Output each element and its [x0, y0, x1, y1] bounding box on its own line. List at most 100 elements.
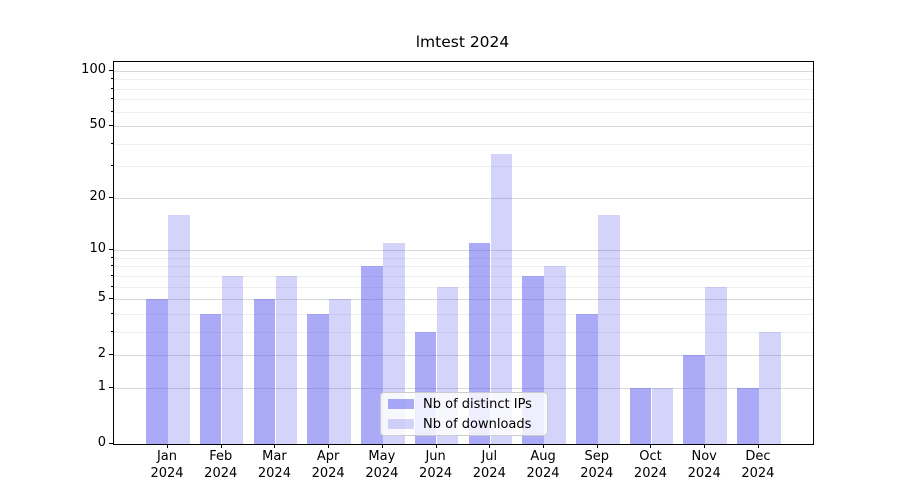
xtick-mark-jul: [489, 444, 491, 448]
ytick-label-50: 50: [89, 117, 106, 133]
xtick-label-dec: Dec 2024: [741, 449, 775, 481]
xtick-mark-may: [381, 444, 383, 448]
gridline-minor-60: [114, 111, 813, 113]
xtick-mark-jun: [435, 444, 437, 448]
ytick-mark-5: [109, 298, 113, 300]
xtick-mark-mar: [274, 444, 276, 448]
ytick-mark-2: [109, 354, 113, 356]
xtick-label-oct: Oct 2024: [633, 449, 668, 481]
bar-ips-oct: [629, 387, 652, 444]
ytick-mark-50: [109, 125, 113, 127]
ytick-label-2: 2: [97, 346, 106, 362]
ytick-mark-10: [109, 249, 113, 251]
gridline-major-50: [114, 126, 813, 128]
gridline-minor-7: [114, 275, 813, 277]
xtick-mark-aug: [543, 444, 545, 448]
ytick-label-10: 10: [89, 241, 106, 257]
xtick-label-may: May 2024: [365, 449, 399, 481]
gridline-major-100: [114, 70, 813, 72]
xtick-mark-dec: [757, 444, 759, 448]
xtick-label-nov: Nov 2024: [687, 449, 721, 481]
bar-downloads-nov: [705, 286, 727, 444]
gridline-major-2: [114, 355, 813, 357]
gridline-minor-9: [114, 257, 813, 259]
gridline-major-10: [114, 250, 813, 252]
ytick-minor-mark-60: [110, 110, 113, 112]
bar-downloads-apr: [329, 299, 351, 444]
xtick-mark-nov: [704, 444, 706, 448]
xtick-label-feb: Feb 2024: [204, 449, 238, 481]
ytick-label-100: 100: [81, 61, 106, 77]
ytick-mark-1: [109, 386, 113, 388]
bar-ips-mar: [253, 299, 276, 444]
bar-ips-apr: [307, 313, 329, 444]
legend-swatch-distinct-ips: [388, 399, 414, 409]
gridline-major-5: [114, 299, 813, 301]
ytick-minor-mark-70: [110, 98, 113, 100]
xtick-label-mar: Mar 2024: [257, 449, 291, 481]
ytick-minor-mark-90: [110, 78, 113, 80]
xtick-label-jan: Jan 2024: [150, 449, 184, 481]
bar-downloads-aug: [544, 266, 566, 444]
xtick-mark-oct: [650, 444, 652, 448]
xtick-mark-jan: [167, 444, 168, 448]
legend-item-downloads: Nb of downloads: [388, 416, 547, 433]
ytick-label-5: 5: [97, 290, 106, 306]
ytick-minor-mark-4: [110, 312, 113, 314]
bar-downloads-dec: [759, 331, 781, 444]
gridline-minor-6: [114, 286, 813, 288]
bar-ips-dec: [737, 387, 759, 444]
ytick-mark-100: [109, 69, 113, 71]
ytick-minor-mark-40: [110, 142, 113, 144]
xtick-label-jun: Jun 2024: [419, 449, 453, 481]
gridline-minor-8: [114, 266, 813, 268]
ytick-minor-mark-6: [110, 285, 113, 287]
ytick-label-20: 20: [89, 188, 106, 204]
xtick-mark-sep: [596, 444, 598, 448]
ytick-minor-mark-80: [110, 87, 113, 89]
ytick-minor-mark-8: [110, 265, 113, 267]
bar-downloads-oct: [651, 387, 674, 444]
gridline-minor-40: [114, 143, 813, 145]
xtick-label-sep: Sep 2024: [580, 449, 614, 481]
gridline-minor-4: [114, 313, 813, 315]
bar-downloads-mar: [275, 275, 298, 444]
legend: Nb of distinct IPs Nb of downloads: [380, 392, 548, 436]
legend-swatch-downloads: [388, 419, 414, 429]
plot-area: [113, 61, 814, 445]
ytick-label-0: 0: [97, 435, 106, 450]
xtick-label-apr: Apr 2024: [311, 449, 345, 481]
ytick-label-1: 1: [97, 378, 106, 394]
xtick-label-jul: Jul 2024: [472, 449, 506, 481]
ytick-minor-mark-30: [110, 165, 113, 167]
gridline-minor-30: [114, 166, 813, 168]
bar-downloads-jan: [168, 215, 190, 444]
chart-title: lmtest 2024: [415, 33, 510, 51]
gridline-minor-3: [114, 331, 813, 333]
bar-ips-may: [361, 266, 383, 444]
gridline-minor-80: [114, 88, 813, 90]
legend-label-distinct-ips: Nb of distinct IPs: [423, 396, 532, 412]
bar-downloads-feb: [221, 275, 244, 444]
xtick-label-aug: Aug 2024: [526, 449, 560, 481]
gridline-major-20: [114, 197, 813, 199]
bar-ips-nov: [683, 355, 705, 444]
legend-label-downloads: Nb of downloads: [423, 416, 532, 432]
bar-downloads-sep: [598, 215, 620, 444]
ytick-minor-mark-9: [110, 256, 113, 258]
bar-ips-jan: [146, 299, 168, 444]
bar-downloads-jul: [490, 154, 513, 444]
gridline-major-1: [114, 387, 813, 389]
xtick-mark-feb: [220, 444, 222, 448]
ytick-minor-mark-7: [110, 274, 113, 276]
ytick-minor-mark-3: [110, 330, 113, 332]
ytick-mark-20: [109, 196, 113, 198]
legend-item-distinct-ips: Nb of distinct IPs: [388, 396, 547, 413]
gridline-minor-90: [114, 79, 813, 81]
bar-ips-feb: [199, 313, 222, 444]
ytick-mark-0: [109, 443, 113, 444]
xtick-mark-apr: [328, 444, 330, 448]
gridline-minor-70: [114, 99, 813, 101]
bar-ips-sep: [576, 313, 598, 444]
